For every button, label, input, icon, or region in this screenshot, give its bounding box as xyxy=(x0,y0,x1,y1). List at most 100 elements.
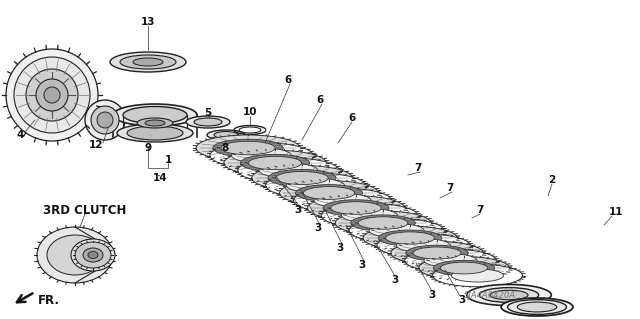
Ellipse shape xyxy=(232,148,291,163)
Ellipse shape xyxy=(440,262,488,274)
Text: SJA4A0420A: SJA4A0420A xyxy=(464,292,516,300)
Ellipse shape xyxy=(221,141,275,155)
Ellipse shape xyxy=(127,126,183,140)
Ellipse shape xyxy=(224,150,326,176)
Ellipse shape xyxy=(351,215,415,231)
Ellipse shape xyxy=(120,55,176,69)
Text: 7: 7 xyxy=(414,163,422,173)
Ellipse shape xyxy=(358,217,408,229)
Text: 12: 12 xyxy=(89,140,103,150)
Ellipse shape xyxy=(237,158,339,183)
Ellipse shape xyxy=(207,130,245,140)
Ellipse shape xyxy=(110,52,186,72)
Text: 11: 11 xyxy=(609,207,623,217)
Ellipse shape xyxy=(194,118,222,126)
Ellipse shape xyxy=(391,241,483,264)
Ellipse shape xyxy=(331,202,381,214)
Text: 14: 14 xyxy=(153,173,167,183)
Ellipse shape xyxy=(349,219,444,242)
Ellipse shape xyxy=(44,87,60,103)
Text: 8: 8 xyxy=(221,143,228,153)
Ellipse shape xyxy=(133,58,163,66)
Ellipse shape xyxy=(377,234,470,257)
Ellipse shape xyxy=(6,49,98,141)
Text: 3: 3 xyxy=(314,223,322,233)
Ellipse shape xyxy=(248,156,301,170)
Ellipse shape xyxy=(490,290,528,300)
Text: 2: 2 xyxy=(548,175,556,185)
Ellipse shape xyxy=(413,247,461,259)
Text: 9: 9 xyxy=(145,143,152,153)
Ellipse shape xyxy=(396,239,451,252)
Text: 6: 6 xyxy=(348,113,356,123)
Ellipse shape xyxy=(378,230,442,246)
Ellipse shape xyxy=(113,104,197,126)
Text: 10: 10 xyxy=(243,107,257,117)
Ellipse shape xyxy=(363,226,457,250)
Ellipse shape xyxy=(433,264,522,287)
Ellipse shape xyxy=(385,232,435,244)
Text: 6: 6 xyxy=(316,95,324,105)
Ellipse shape xyxy=(186,116,230,128)
Ellipse shape xyxy=(303,187,355,199)
Ellipse shape xyxy=(335,211,431,235)
Ellipse shape xyxy=(26,69,78,121)
Text: 5: 5 xyxy=(204,108,212,118)
Ellipse shape xyxy=(501,298,573,316)
Ellipse shape xyxy=(280,181,378,205)
Ellipse shape xyxy=(268,169,336,187)
Text: 3: 3 xyxy=(294,205,301,215)
Ellipse shape xyxy=(145,120,165,126)
Ellipse shape xyxy=(36,79,68,111)
Text: 13: 13 xyxy=(141,17,156,27)
Ellipse shape xyxy=(433,260,495,276)
Ellipse shape xyxy=(213,139,283,157)
Ellipse shape xyxy=(404,249,496,272)
Ellipse shape xyxy=(266,173,365,198)
Ellipse shape xyxy=(37,227,113,283)
Ellipse shape xyxy=(83,248,103,262)
Ellipse shape xyxy=(75,242,111,268)
Ellipse shape xyxy=(508,300,566,314)
Ellipse shape xyxy=(517,302,557,312)
Ellipse shape xyxy=(451,269,504,282)
Ellipse shape xyxy=(137,118,173,128)
Ellipse shape xyxy=(97,112,113,128)
Text: 3RD CLUTCH: 3RD CLUTCH xyxy=(44,204,127,217)
Text: 3: 3 xyxy=(458,295,466,305)
Text: 3: 3 xyxy=(358,260,365,270)
Ellipse shape xyxy=(287,178,344,193)
Ellipse shape xyxy=(71,239,115,271)
Text: 7: 7 xyxy=(446,183,454,193)
Ellipse shape xyxy=(369,224,424,237)
Text: 6: 6 xyxy=(284,75,292,85)
Ellipse shape xyxy=(307,196,404,220)
Text: 3: 3 xyxy=(428,290,436,300)
Ellipse shape xyxy=(123,107,187,123)
Ellipse shape xyxy=(47,235,103,275)
Text: 1: 1 xyxy=(164,155,172,165)
Ellipse shape xyxy=(424,254,477,267)
Ellipse shape xyxy=(314,193,371,208)
Ellipse shape xyxy=(342,209,397,222)
Ellipse shape xyxy=(252,166,353,190)
Text: 4: 4 xyxy=(16,130,24,140)
Ellipse shape xyxy=(479,288,539,302)
Ellipse shape xyxy=(210,143,313,168)
Ellipse shape xyxy=(419,257,509,279)
Ellipse shape xyxy=(293,188,392,213)
Ellipse shape xyxy=(276,171,328,185)
Ellipse shape xyxy=(296,185,362,201)
Ellipse shape xyxy=(91,106,119,134)
Ellipse shape xyxy=(259,163,318,178)
Text: 7: 7 xyxy=(476,205,484,215)
Ellipse shape xyxy=(117,124,193,142)
Ellipse shape xyxy=(467,285,551,306)
Ellipse shape xyxy=(196,135,300,161)
Ellipse shape xyxy=(214,131,238,138)
Ellipse shape xyxy=(14,57,90,133)
Ellipse shape xyxy=(323,200,389,216)
Text: FR.: FR. xyxy=(38,293,60,307)
Ellipse shape xyxy=(321,204,418,227)
Ellipse shape xyxy=(85,100,125,140)
